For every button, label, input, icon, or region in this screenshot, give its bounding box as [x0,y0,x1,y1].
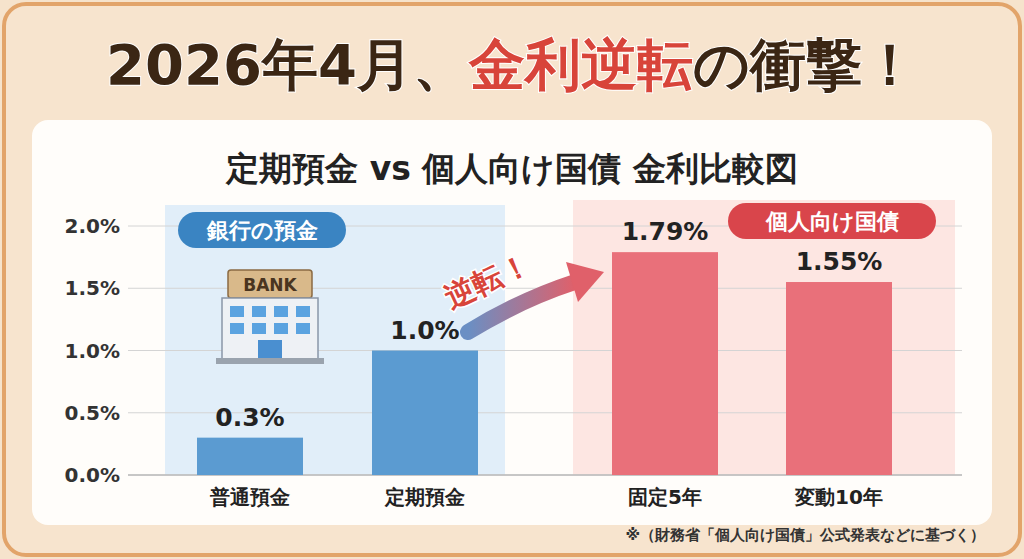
bank-window [252,306,266,317]
bank-window [296,323,310,334]
pill-bank [178,212,346,248]
headline: 2026年4月、金利逆転の衝撃！ [106,32,918,97]
y-tick-label: 0.0% [65,463,120,487]
bank-base [216,358,324,364]
bar [372,351,478,476]
panel-bond [573,200,955,475]
data-label: 0.3% [215,403,284,432]
arrow-head [566,262,604,302]
bank-text: BANK [243,275,297,295]
panel-bank [165,205,505,475]
bank-door [258,340,282,360]
bar [197,438,303,475]
x-tick-label: 普通預金 [209,485,290,509]
bank-window [296,306,310,317]
bar [612,252,718,475]
headline-part: 2026年4月、 [106,32,469,97]
bars [197,252,892,475]
data-label: 1.0% [390,316,459,345]
y-tick-label: 2.0% [65,214,120,238]
annotation: 逆転！ [439,246,535,316]
pill-bond [728,203,936,239]
bank-icon: BANK [216,270,324,364]
data-label: 1.79% [622,217,709,246]
y-tick-label: 1.0% [65,339,120,363]
bank-window [274,306,288,317]
headline-part: の衝撃！ [693,32,918,97]
data-label: 1.55% [796,247,883,276]
group-label: 個人向け国債 [765,209,899,234]
chart-title: 定期預金 vs 個人向け国債 金利比較図 [225,149,798,188]
bank-window [230,323,244,334]
bar [786,282,892,475]
x-tick-label: 変動10年 [794,485,883,509]
bank-window [230,306,244,317]
x-tick-label: 固定5年 [628,485,702,509]
y-tick-label: 0.5% [65,401,120,425]
headline-highlight: 金利逆転 [468,32,693,97]
x-tick-label: 定期預金 [384,485,465,509]
y-tick-label: 1.5% [65,276,120,300]
chart-root: 2026年4月、金利逆転の衝撃！ 定期預金 vs 個人向け国債 金利比較図 0.0%… [0,0,1024,559]
source-note: ※（財務省「個人向け国債」公式発表などに基づく） [625,526,985,544]
bank-window [274,323,288,334]
bank-sign [228,270,312,298]
bank-window [252,323,266,334]
card [32,120,992,525]
bank-building [222,298,318,360]
outer-frame [4,4,1020,555]
group-label: 銀行の預金 [206,218,318,243]
